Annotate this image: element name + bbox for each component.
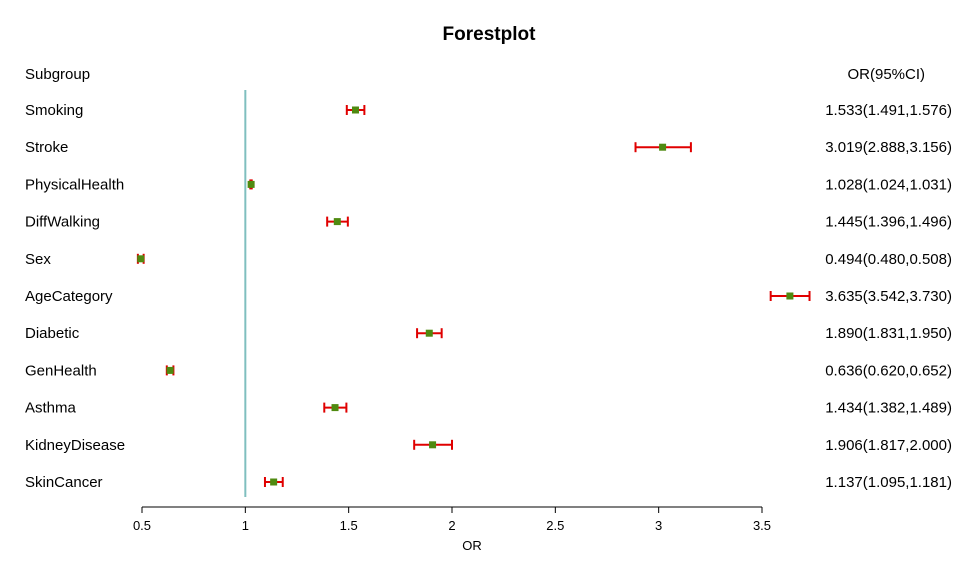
subgroup-label: DiffWalking [25,214,100,231]
forest-row: Smoking 1.533(1.491,1.576) [25,102,952,119]
x-axis: 0.5 1 1.5 2 2.5 3 3.5 [133,506,771,533]
forest-row: Diabetic 1.890(1.831,1.950) [25,325,952,342]
subgroup-label: KidneyDisease [25,437,125,454]
or-point [659,143,667,151]
or-point [786,292,794,300]
or-point [166,366,174,374]
x-tick-label: 0.5 [133,518,151,533]
or-ci-value: 3.635(3.542,3.730) [825,288,952,305]
x-axis-label: OR [462,538,482,553]
subgroup-label: Smoking [25,102,83,119]
subgroup-label: Diabetic [25,325,80,342]
subgroup-label: Asthma [25,400,77,417]
forest-row: PhysicalHealth 1.028(1.024,1.031) [25,176,952,193]
x-tick-label: 1.5 [340,518,358,533]
forest-row: Asthma 1.434(1.382,1.489) [25,400,952,417]
subgroup-label: AgeCategory [25,288,113,305]
or-ci-value: 1.434(1.382,1.489) [825,400,952,417]
or-point [351,106,359,114]
or-point [425,329,433,337]
or-ci-value: 0.636(0.620,0.652) [825,362,952,379]
or-ci-value: 1.028(1.024,1.031) [825,176,952,193]
chart-title: Forestplot [443,24,537,45]
or-point [429,441,437,449]
or-ci-value: 1.906(1.817,2.000) [825,437,952,454]
or-point [333,218,341,226]
subgroup-label: GenHealth [25,362,97,379]
or-point [247,180,255,188]
subgroup-label: Stroke [25,139,68,156]
subgroup-label: PhysicalHealth [25,176,124,193]
forest-row: DiffWalking 1.445(1.396,1.496) [25,214,952,231]
forest-row: SkinCancer 1.137(1.095,1.181) [25,474,952,491]
forest-row: AgeCategory 3.635(3.542,3.730) [25,288,952,305]
or-point [137,255,145,263]
or-point [270,478,278,486]
or-ci-value: 1.137(1.095,1.181) [825,474,952,491]
x-tick-label: 1 [242,518,249,533]
x-tick-label: 3.5 [753,518,771,533]
subgroup-label: SkinCancer [25,474,103,491]
subgroup-label: Sex [25,251,51,268]
forest-row: Stroke 3.019(2.888,3.156) [25,139,952,156]
x-tick-label: 2 [448,518,455,533]
or-ci-value: 1.890(1.831,1.950) [825,325,952,342]
subgroup-column-header: Subgroup [25,66,90,83]
forest-row: Sex 0.494(0.480,0.508) [25,251,952,268]
or-point [331,404,339,412]
forest-row: KidneyDisease 1.906(1.817,2.000) [25,437,952,454]
or-ci-value: 1.533(1.491,1.576) [825,102,952,119]
forest-rows: Smoking 1.533(1.491,1.576) Stroke 3.019(2.8… [25,90,952,497]
or-ci-value: 0.494(0.480,0.508) [825,251,952,268]
or-ci-value: 3.019(2.888,3.156) [825,139,952,156]
or-ci-column-header: OR(95%CI) [847,66,925,83]
x-tick-label: 3 [655,518,662,533]
x-tick-label: 2.5 [546,518,564,533]
forest-row: GenHealth 0.636(0.620,0.652) [25,362,952,379]
or-ci-value: 1.445(1.396,1.496) [825,214,952,231]
